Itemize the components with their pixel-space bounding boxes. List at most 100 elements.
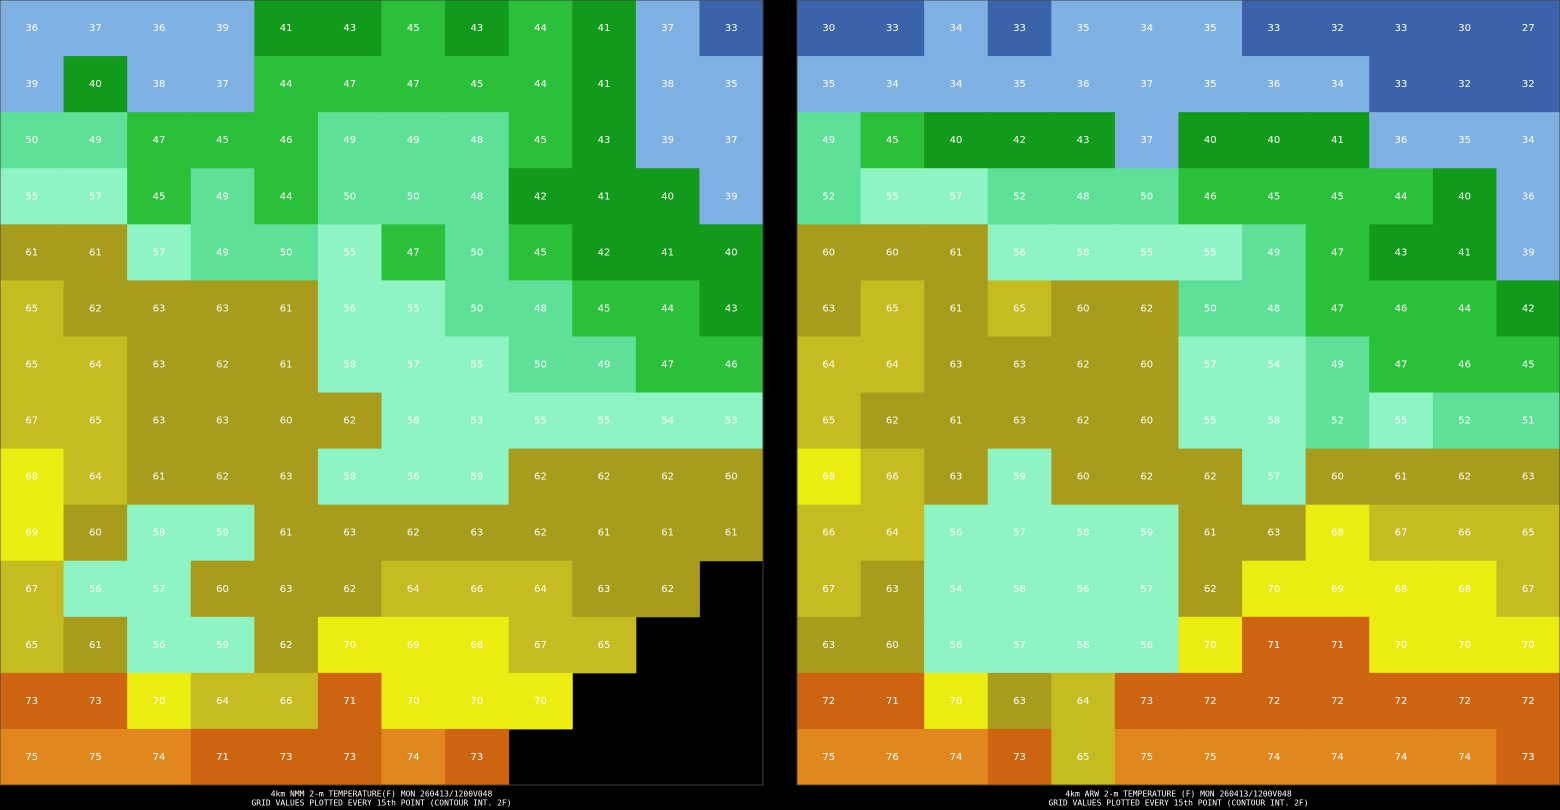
- temperature-cell: [445, 504, 510, 562]
- temperature-cell: [0, 336, 65, 393]
- temperature-cell: [1051, 392, 1116, 450]
- grid-value: 48: [534, 303, 547, 314]
- grid-value: 63: [886, 584, 899, 595]
- temperature-cell: [1242, 56, 1307, 113]
- grid-value: 71: [886, 696, 899, 707]
- grid-value: 63: [1013, 416, 1026, 427]
- temperature-cell: [987, 0, 1052, 57]
- grid-value: 62: [1204, 472, 1217, 483]
- grid-value: 54: [661, 416, 674, 427]
- temperature-cell: [987, 560, 1052, 618]
- temperature-cell: [1369, 336, 1434, 393]
- temperature-cell: [1496, 448, 1560, 506]
- grid-value: 73: [471, 752, 484, 763]
- temperature-cell: [635, 336, 700, 393]
- temperature-cell: [127, 672, 192, 730]
- grid-value: 44: [280, 191, 293, 202]
- grid-value: 61: [280, 359, 293, 370]
- grid-value: 63: [1522, 472, 1535, 483]
- temperature-cell: [1369, 112, 1434, 169]
- grid-value: 55: [407, 303, 420, 314]
- grid-value: 65: [25, 640, 38, 651]
- grid-value: 67: [1522, 584, 1535, 595]
- grid-value: 58: [343, 472, 356, 483]
- grid-value: 37: [89, 23, 102, 34]
- temperature-cell: [924, 56, 989, 113]
- temperature-cell: [572, 168, 637, 225]
- temperature-cell: [1178, 560, 1243, 618]
- temperature-cell: [0, 168, 65, 225]
- grid-value: 66: [886, 472, 899, 483]
- grid-value: 58: [407, 416, 420, 427]
- temperature-cell: [127, 392, 192, 450]
- grid-value: 45: [534, 135, 547, 146]
- temperature-cell: [0, 0, 65, 57]
- temperature-cell: [508, 392, 573, 450]
- grid-value: 33: [1268, 23, 1281, 34]
- grid-value: 59: [216, 528, 229, 539]
- grid-value: 33: [886, 23, 899, 34]
- temperature-cell: [0, 280, 65, 337]
- temperature-cell: [1051, 112, 1116, 169]
- grid-value: 41: [598, 23, 611, 34]
- grid-value: 50: [280, 247, 293, 258]
- temperature-cell: [445, 560, 510, 618]
- temperature-cell: [0, 560, 65, 618]
- grid-value: 60: [1077, 303, 1090, 314]
- grid-value: 50: [471, 247, 484, 258]
- grid-value: 66: [280, 696, 293, 707]
- temperature-cell: [924, 616, 989, 674]
- temperature-cell: [1178, 224, 1243, 281]
- grid-value: 72: [1204, 696, 1217, 707]
- grid-value: 65: [1522, 528, 1535, 539]
- temperature-cell: [1496, 56, 1560, 113]
- temperature-cell: [797, 504, 862, 562]
- grid-value: 62: [1077, 359, 1090, 370]
- grid-value: 55: [598, 416, 611, 427]
- temperature-cell: [0, 728, 65, 786]
- grid-value: 36: [1077, 79, 1090, 90]
- grid-value: 52: [822, 191, 835, 202]
- grid-value: 68: [1458, 584, 1471, 595]
- grid-value: 49: [216, 247, 229, 258]
- grid-value: 50: [25, 135, 38, 146]
- temperature-cell: [860, 392, 925, 450]
- caption: GRID VALUES PLOTTED EVERY 15th POINT (CO…: [1048, 799, 1308, 808]
- grid-value: 41: [598, 79, 611, 90]
- grid-value: 47: [1395, 359, 1408, 370]
- temperature-cell: [381, 560, 446, 618]
- temperature-cell: [127, 336, 192, 393]
- temperature-cell: [1178, 448, 1243, 506]
- temperature-cell: [924, 224, 989, 281]
- temperature-cell: [1242, 392, 1307, 450]
- temperature-cell: [1305, 168, 1370, 225]
- grid-value: 57: [89, 191, 102, 202]
- grid-value: 68: [822, 472, 835, 483]
- temperature-cell: [254, 560, 319, 618]
- grid-value: 52: [1013, 191, 1026, 202]
- temperature-cell: [635, 56, 700, 113]
- temperature-cell: [127, 112, 192, 169]
- grid-value: 73: [1522, 752, 1535, 763]
- grid-value: 35: [1013, 79, 1026, 90]
- grid-value: 40: [661, 191, 674, 202]
- temperature-cell: [445, 672, 510, 730]
- grid-value: 53: [725, 416, 738, 427]
- grid-value: 34: [886, 79, 899, 90]
- temperature-cell: [1114, 392, 1179, 450]
- grid-value: 70: [1268, 584, 1281, 595]
- temperature-cell: [63, 0, 128, 57]
- temperature-cell: [445, 112, 510, 169]
- temperature-cell: [635, 168, 700, 225]
- grid-value: 50: [534, 359, 547, 370]
- grid-value: 37: [725, 135, 738, 146]
- grid-value: 43: [1395, 247, 1408, 258]
- temperature-cell: [1496, 728, 1560, 786]
- grid-value: 35: [725, 79, 738, 90]
- temperature-cell: [1432, 280, 1497, 337]
- grid-value: 66: [1458, 528, 1471, 539]
- temperature-cell: [1432, 504, 1497, 562]
- grid-value: 63: [216, 303, 229, 314]
- grid-value: 42: [1013, 135, 1026, 146]
- grid-value: 65: [25, 303, 38, 314]
